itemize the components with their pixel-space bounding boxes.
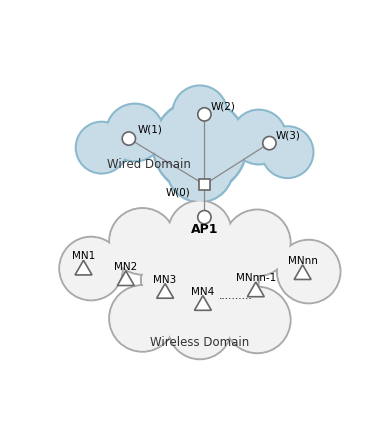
Circle shape: [224, 287, 291, 353]
Text: W(2): W(2): [211, 102, 235, 112]
Circle shape: [168, 136, 232, 201]
Polygon shape: [247, 282, 264, 297]
Circle shape: [153, 99, 247, 193]
Circle shape: [232, 110, 286, 164]
Text: Wireless Domain: Wireless Domain: [150, 336, 250, 349]
Polygon shape: [195, 296, 211, 310]
Circle shape: [225, 211, 289, 275]
Circle shape: [141, 220, 259, 338]
Circle shape: [224, 210, 291, 276]
Circle shape: [262, 126, 313, 178]
Circle shape: [77, 123, 127, 173]
Text: MN2: MN2: [114, 262, 137, 272]
Text: MNnn-1: MNnn-1: [236, 273, 276, 283]
Circle shape: [174, 86, 226, 139]
Text: W(1): W(1): [138, 125, 163, 135]
Text: MN3: MN3: [154, 275, 177, 285]
Text: MNnn: MNnn: [288, 256, 317, 266]
Circle shape: [224, 210, 291, 276]
Circle shape: [109, 285, 176, 352]
Circle shape: [109, 208, 176, 275]
Circle shape: [141, 220, 259, 338]
Polygon shape: [75, 260, 92, 275]
Circle shape: [232, 111, 285, 164]
Circle shape: [167, 136, 233, 202]
Circle shape: [110, 286, 175, 351]
Circle shape: [59, 237, 123, 300]
Circle shape: [60, 238, 122, 300]
Circle shape: [168, 201, 232, 264]
Circle shape: [168, 201, 232, 264]
Text: Wired Domain: Wired Domain: [106, 158, 190, 171]
Polygon shape: [294, 265, 311, 279]
Circle shape: [169, 296, 230, 358]
Circle shape: [232, 110, 286, 164]
Circle shape: [198, 108, 211, 121]
Circle shape: [110, 209, 175, 273]
Circle shape: [262, 126, 313, 178]
Circle shape: [169, 201, 230, 263]
Text: AP1: AP1: [191, 223, 218, 235]
Circle shape: [106, 104, 164, 161]
Polygon shape: [117, 271, 134, 286]
Circle shape: [277, 240, 340, 303]
Circle shape: [109, 208, 176, 275]
Text: MN4: MN4: [191, 286, 214, 296]
Circle shape: [173, 86, 227, 140]
Circle shape: [153, 99, 247, 193]
Circle shape: [225, 288, 289, 352]
Circle shape: [106, 104, 164, 161]
Circle shape: [263, 136, 276, 150]
Circle shape: [143, 222, 257, 336]
Circle shape: [173, 86, 227, 140]
Circle shape: [76, 122, 127, 174]
Circle shape: [76, 122, 127, 174]
Polygon shape: [157, 283, 174, 298]
Circle shape: [168, 296, 232, 359]
Circle shape: [277, 240, 340, 303]
Circle shape: [109, 285, 176, 352]
Circle shape: [167, 136, 233, 202]
Text: W(0): W(0): [165, 187, 190, 198]
Circle shape: [278, 241, 339, 302]
Circle shape: [107, 105, 163, 160]
Circle shape: [154, 101, 245, 191]
Circle shape: [122, 132, 135, 145]
Bar: [199, 179, 210, 190]
Text: W(3): W(3): [276, 131, 301, 141]
Text: MN1: MN1: [72, 251, 95, 261]
Circle shape: [59, 237, 123, 300]
Circle shape: [198, 211, 211, 224]
Text: ..........: ..........: [219, 291, 253, 301]
Circle shape: [168, 296, 232, 359]
Circle shape: [224, 287, 291, 353]
Circle shape: [262, 127, 312, 177]
